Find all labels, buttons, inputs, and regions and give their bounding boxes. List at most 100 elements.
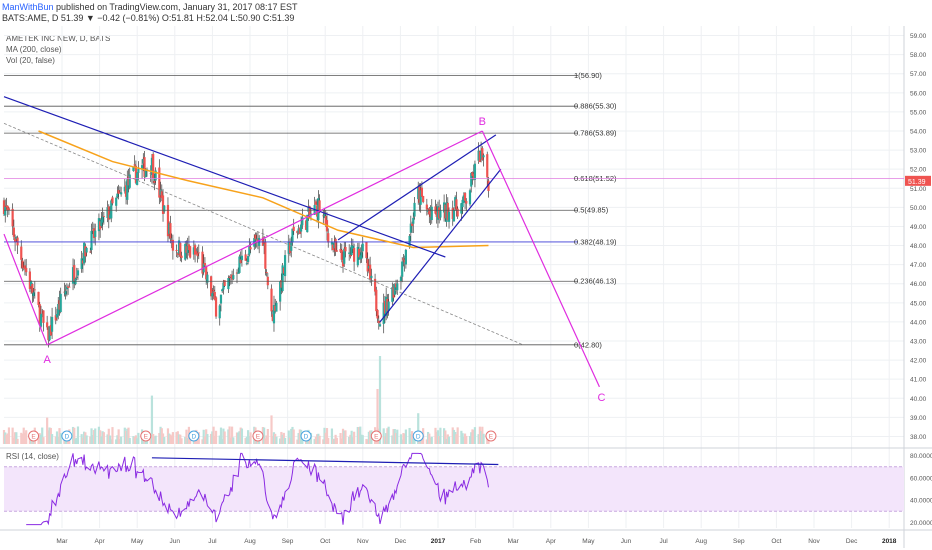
volume-bar [246,430,250,444]
candle-body [335,250,338,252]
candle-body [396,283,399,291]
volume-bar [314,436,317,444]
volume-bar [118,439,121,444]
candle-body [438,207,441,219]
volume-bar [132,436,135,444]
candle-body [470,173,473,187]
y-tick-label: 52.00 [910,167,927,174]
volume-bar [159,426,162,444]
candle-body [163,205,166,212]
candle-body [263,244,266,246]
candle-body [417,187,420,200]
volume-bar [392,429,395,444]
candle-body [30,281,33,287]
volume-bar [37,438,40,444]
candle-body [378,324,382,327]
volume-bar [97,426,101,444]
candle-body [221,289,224,292]
candle-body [373,278,377,292]
x-tick-label: Jun [621,538,632,545]
candle-body [73,265,76,282]
volume-bar [272,432,276,444]
volume-bar [46,417,49,444]
volume-bar [237,432,240,444]
candle-body [301,217,304,226]
volume-bar [386,428,389,444]
volume-bar [325,428,329,444]
volume-bar [168,433,171,444]
candle-body [127,176,130,186]
candle-body [370,275,373,279]
candle-body [175,249,178,252]
volume-bar [11,427,14,444]
author-link[interactable]: ManWithBun [2,2,54,12]
candle-body [403,259,406,263]
volume-bar [213,435,216,444]
x-tick-label: Nov [808,538,820,545]
volume-bar [468,435,472,444]
abc-pattern-line [3,233,48,346]
candle-body [386,298,389,312]
volume-bar [4,432,7,444]
volume-bar [402,433,405,444]
rsi-tick-label: 40.0000 [910,498,932,505]
volume-bar [408,427,411,444]
volume-bar [348,436,351,444]
fib-level-label: 0.236(46.13) [574,277,617,286]
volume-bar [13,432,17,444]
volume-bar [264,438,267,444]
candle-body [153,181,156,183]
candle-body [50,317,54,332]
instrument-label: AMETEK INC NEW, D, BATS [6,34,111,43]
y-tick-label: 41.00 [910,377,927,384]
volume-bar [20,432,23,444]
volume-bar [351,437,354,444]
last-price-label: 51.39 [908,179,926,186]
volume-bar [102,432,105,444]
volume-bar [270,415,273,444]
volume-bar [212,426,215,444]
candle-body [206,274,209,283]
x-tick-label: Aug [244,538,256,545]
volume-bar [80,434,83,444]
candle-body [196,253,199,257]
candle-body [349,255,352,257]
candle-body [327,233,330,243]
candle-body [201,251,204,274]
candle-body [356,246,359,266]
candle-body [12,227,15,237]
last-price-tag [905,175,931,186]
volume-bar [15,432,18,444]
volume-bar [222,428,225,444]
candle-body [118,192,121,193]
candle-body [214,297,218,317]
candle-body [387,301,390,311]
volume-bar [353,431,356,444]
volume-bar [120,436,123,444]
volume-bar [471,429,474,444]
candle-body [38,304,41,325]
candle-body [142,158,145,164]
candle-body [244,254,247,261]
volume-bar [404,429,407,444]
y-tick-label: 57.00 [910,71,927,78]
volume-bar [394,432,398,444]
x-tick-label: Apr [95,538,106,545]
candle-body [31,284,34,294]
volume-bar [456,427,459,444]
volume-bar [160,428,163,444]
candle-body [351,245,354,250]
grid [4,26,904,528]
candle-body [2,200,6,215]
volume-bar [57,436,60,444]
volume-bar [452,429,456,444]
rsi-tick-label: 80.0000 [910,453,932,460]
fib-level-label: 0.786(53.89) [574,129,617,138]
candle-body [350,245,353,255]
x-tick-label: Sep [282,538,294,545]
candle-body [334,238,337,252]
volume-bar [249,432,252,444]
volume-bar [393,429,396,444]
candle-body [64,291,67,295]
